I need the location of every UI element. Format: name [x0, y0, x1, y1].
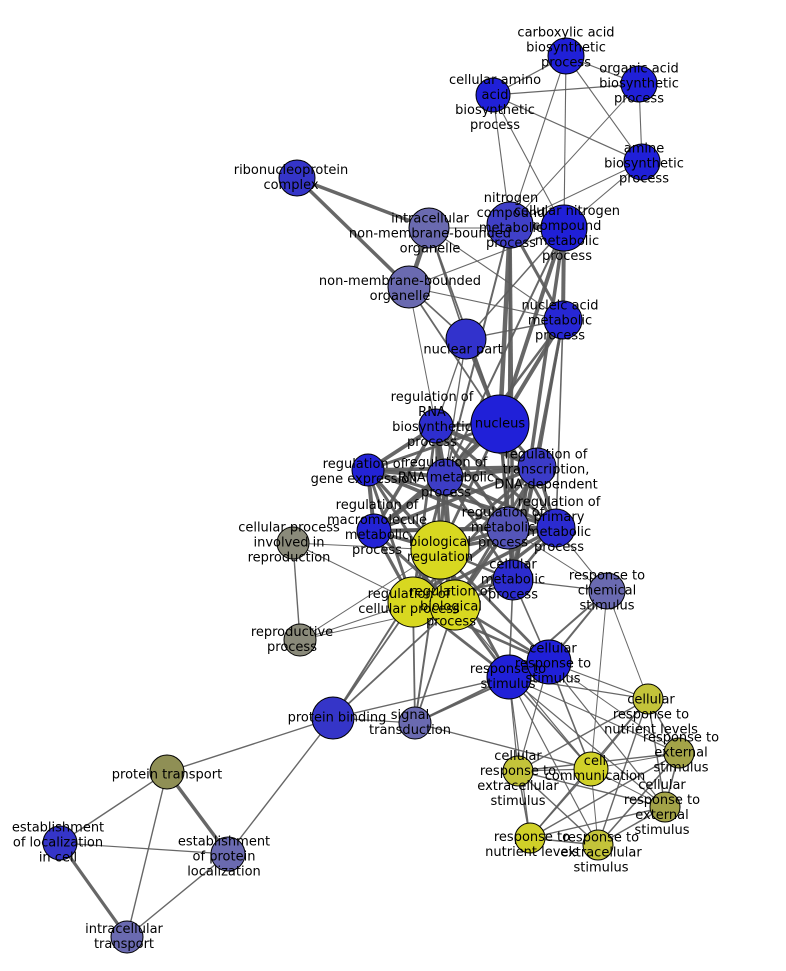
graph-edge	[548, 661, 680, 754]
graph-edge	[58, 842, 129, 938]
graph-node-amine_biosynthetic_process[interactable]	[623, 143, 661, 181]
graph-edge	[563, 55, 567, 229]
graph-edge	[428, 227, 564, 321]
graph-node-establishment_of_localization_in_cell[interactable]	[42, 825, 78, 861]
graph-node-intracellular_non_membrane_bounded_organelle[interactable]	[408, 207, 450, 249]
graph-node-nucleus[interactable]	[470, 394, 530, 454]
graph-node-response_to_stimulus[interactable]	[486, 654, 532, 700]
graph-node-regulation_of_gene_expression[interactable]	[351, 453, 385, 487]
graph-edge	[508, 676, 649, 700]
graph-node-protein_transport[interactable]	[149, 754, 185, 790]
graph-node-cellular_response_to_extracellular_stimulus[interactable]	[502, 755, 534, 787]
graph-edge	[597, 752, 680, 846]
graph-edge	[606, 590, 649, 700]
graph-edge	[332, 676, 510, 719]
graph-edge	[227, 717, 334, 855]
graph-edge	[508, 676, 666, 808]
graph-node-response_to_extracellular_stimulus[interactable]	[582, 829, 614, 861]
graph-edge	[492, 94, 565, 229]
graph-edge	[508, 676, 599, 846]
graph-edge	[492, 83, 640, 96]
graph-edge	[408, 227, 565, 288]
graph-node-response_to_chemical_stimulus[interactable]	[588, 572, 626, 610]
graph-edge	[509, 55, 567, 226]
graph-node-ribonucleoprotein_complex[interactable]	[278, 159, 316, 197]
graph-edge	[492, 94, 643, 163]
graph-edge	[548, 661, 666, 808]
graph-edge	[126, 771, 168, 938]
graph-edge	[59, 771, 168, 844]
graph-edge	[296, 176, 430, 230]
graph-edge	[508, 676, 680, 754]
graph-edge	[408, 286, 564, 321]
graph-edge	[414, 722, 592, 770]
graph-edge	[434, 424, 558, 530]
graph-edge	[590, 590, 608, 770]
graph-node-response_to_nutrient_levels[interactable]	[514, 822, 546, 854]
graph-edge	[509, 161, 643, 226]
graph-node-cellular_process_involved_in_reproduction[interactable]	[276, 526, 310, 560]
graph-node-nuclear_part[interactable]	[445, 318, 487, 360]
graph-edge	[465, 227, 565, 340]
graph-edge	[535, 319, 565, 468]
graph-edge	[647, 698, 666, 808]
graph-node-cellular_metabolic_process[interactable]	[492, 559, 534, 601]
graph-edge	[166, 717, 334, 773]
graph-node-cellular_nitrogen_compound_metabolic_process[interactable]	[540, 204, 588, 252]
graph-edge	[565, 55, 643, 163]
graph-node-establishment_of_protein_localization[interactable]	[210, 836, 246, 872]
graph-edge	[59, 842, 229, 855]
graph-node-organic_acid_biosynthetic_process[interactable]	[620, 65, 658, 103]
nodes-group	[42, 37, 695, 954]
graph-node-biological_regulation[interactable]	[410, 520, 470, 580]
graph-edge	[332, 549, 441, 719]
graph-edge	[529, 752, 680, 839]
graph-node-non_membrane_bounded_organelle[interactable]	[387, 265, 431, 309]
graph-edge	[529, 806, 666, 839]
graph-edge	[367, 468, 509, 530]
graph-edge	[126, 853, 229, 938]
graph-edge	[555, 319, 564, 529]
graph-node-response_to_external_stimulus[interactable]	[663, 737, 695, 769]
graph-node-signal_transduction[interactable]	[398, 706, 432, 740]
graph-edge	[408, 286, 437, 427]
graph-node-intracellular_transport[interactable]	[110, 920, 144, 954]
graph-edge	[295, 176, 411, 289]
graph-node-regulation_of_rna_metabolic_process[interactable]	[426, 458, 464, 496]
graph-edge	[509, 83, 640, 226]
graph-node-cellular_response_to_external_stimulus[interactable]	[649, 791, 681, 823]
graph-node-cellular_response_to_nutrient_levels[interactable]	[632, 683, 664, 715]
graph-edge	[517, 698, 649, 772]
edges-group	[58, 55, 680, 938]
graph-node-regulation_of_biological_process[interactable]	[429, 579, 481, 631]
graph-node-regulation_of_transcription_dna_dependent[interactable]	[517, 447, 557, 487]
graph-node-protein_binding[interactable]	[311, 696, 355, 740]
graph-node-cell_communication[interactable]	[573, 751, 609, 787]
graph-node-carboxylic_acid_biosynthetic_process[interactable]	[547, 37, 585, 75]
graph-edge	[517, 770, 599, 846]
graph-edge	[517, 770, 666, 808]
graph-edge	[332, 604, 456, 719]
graph-edge	[444, 338, 467, 478]
graph-edge	[411, 425, 438, 603]
graph-node-nucleic_acid_metabolic_process[interactable]	[543, 300, 583, 340]
graph-edge	[411, 466, 539, 603]
graph-node-regulation_of_primary_metabolic_process[interactable]	[536, 508, 576, 548]
graph-node-reproductive_process[interactable]	[283, 623, 317, 657]
graph-node-regulation_of_rna_biosynthetic_process[interactable]	[418, 408, 454, 444]
graph-node-cellular_amino_acid_biosynthetic_process[interactable]	[475, 77, 511, 113]
graph-edge	[444, 475, 557, 530]
graph-node-regulation_of_macromolecule_metabolic_process[interactable]	[356, 513, 392, 549]
graph-node-regulation_of_metabolic_process[interactable]	[486, 506, 530, 550]
graph-edge	[497, 224, 513, 425]
graph-node-cellular_response_to_stimulus[interactable]	[526, 639, 572, 685]
graph-node-nitrogen_compound_metabolic_process[interactable]	[486, 201, 534, 249]
